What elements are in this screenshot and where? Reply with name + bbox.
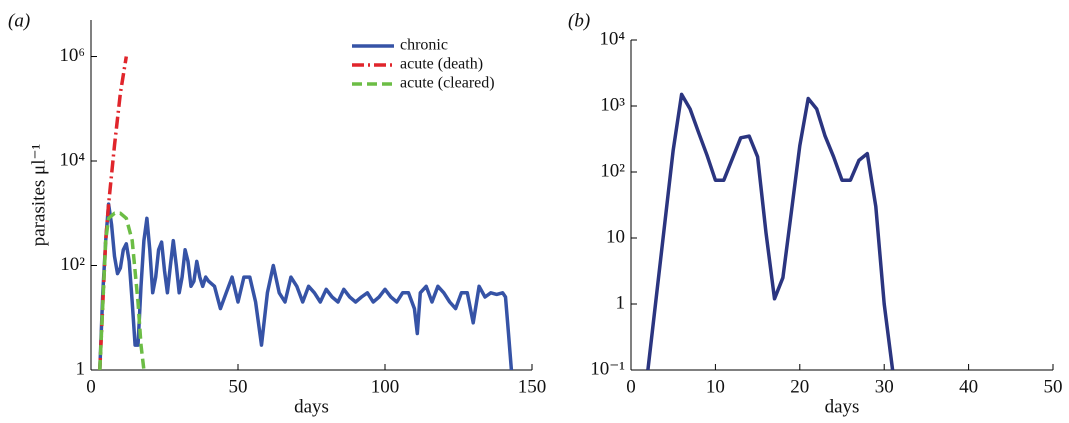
x-tick-label: 50 [1044, 376, 1063, 397]
x-axis-label: days [825, 396, 860, 417]
data-line [98, 202, 514, 370]
data-line [98, 211, 146, 370]
y-tick-label: 10³ [600, 94, 625, 115]
y-tick-label: 10⁻¹ [590, 358, 625, 379]
legend-label: acute (death) [400, 56, 483, 73]
y-tick-label: 10⁶ [59, 45, 85, 66]
legend-label: acute (cleared) [400, 75, 495, 92]
y-tick-label: 1 [76, 358, 86, 379]
y-tick-label: 10⁴ [599, 28, 625, 49]
y-tick-label: 10² [60, 254, 85, 275]
y-axis-label: parasites μl⁻¹ [28, 143, 49, 246]
x-tick-label: 20 [790, 376, 809, 397]
x-tick-label: 150 [518, 376, 547, 397]
x-tick-label: 40 [959, 376, 978, 397]
plot-area [98, 56, 514, 370]
plot-area [646, 92, 895, 370]
x-tick-label: 50 [229, 376, 248, 397]
y-tick-label: 10² [600, 160, 625, 181]
panel-label: (a) [8, 10, 30, 31]
x-tick-label: 0 [626, 376, 636, 397]
y-tick-label: 10 [606, 226, 625, 247]
y-tick-label: 1 [616, 292, 626, 313]
legend-label: chronic [400, 37, 448, 54]
x-tick-label: 30 [875, 376, 894, 397]
x-tick-label: 10 [706, 376, 725, 397]
x-tick-label: 0 [86, 376, 96, 397]
panel-label: (b) [568, 10, 590, 31]
y-tick-label: 10⁴ [59, 149, 85, 170]
x-tick-label: 100 [371, 376, 400, 397]
x-axis-label: days [294, 396, 329, 417]
data-line [646, 92, 895, 370]
